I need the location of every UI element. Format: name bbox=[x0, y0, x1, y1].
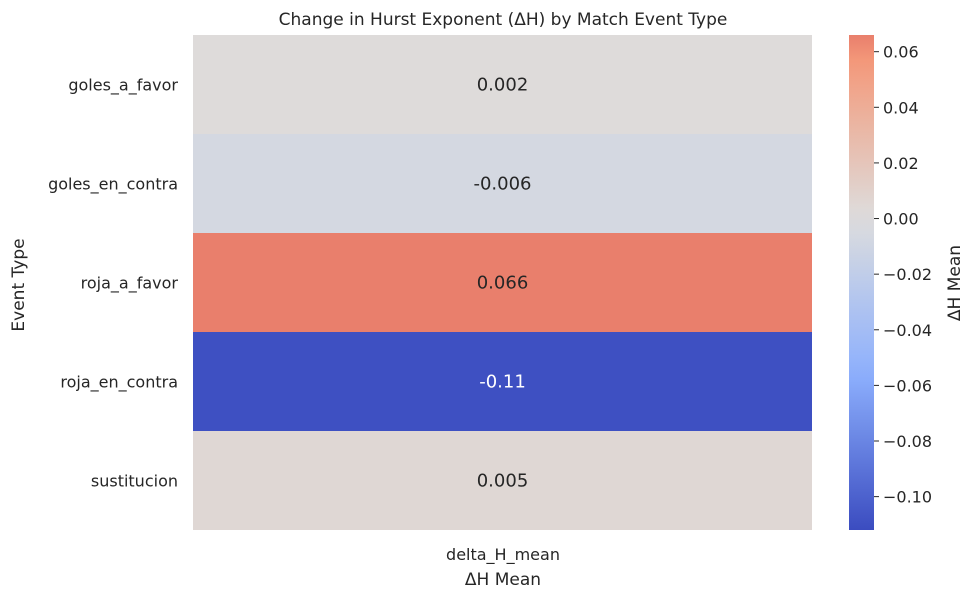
colorbar-tick-label: −0.06 bbox=[883, 376, 932, 395]
y-axis-label: Event Type bbox=[9, 238, 29, 331]
chart-title: Change in Hurst Exponent (ΔH) by Match E… bbox=[279, 10, 728, 30]
row-tick-label: roja_en_contra bbox=[60, 373, 178, 393]
column-tick-label: delta_H_mean bbox=[446, 545, 560, 565]
cell-annotation: 0.066 bbox=[477, 273, 529, 294]
heatmap-cell-goles-en-contra bbox=[193, 134, 812, 233]
heatmap-cell-goles-a-favor bbox=[193, 35, 812, 134]
row-tick-labels: goles_a_favor goles_en_contra roja_a_favor… bbox=[48, 76, 178, 491]
cell-annotation: -0.11 bbox=[479, 372, 526, 393]
heatmap-cell-roja-en-contra bbox=[193, 332, 812, 431]
colorbar-tick-label: 0.00 bbox=[883, 210, 919, 229]
row-tick-label: roja_a_favor bbox=[81, 274, 179, 294]
colorbar-tick-label: −0.04 bbox=[883, 321, 932, 340]
colorbar-tick-label: 0.06 bbox=[883, 43, 919, 62]
colorbar-ticks: 0.06 0.04 0.02 0.00 −0.02 −0.04 −0.06 −0.08 −0.1… bbox=[874, 43, 932, 507]
colorbar-tick-label: −0.10 bbox=[883, 488, 932, 507]
heatmap-cell-sustitucion bbox=[193, 431, 812, 530]
colorbar-tick-label: −0.02 bbox=[883, 265, 932, 284]
heatmap-cell-roja-a-favor bbox=[193, 233, 812, 332]
cell-annotations: 0.002 -0.006 0.066 -0.11 0.005 bbox=[473, 75, 531, 492]
row-tick-label: goles_en_contra bbox=[48, 175, 178, 195]
row-tick-label: goles_a_favor bbox=[68, 76, 178, 96]
colorbar-tick-label: 0.02 bbox=[883, 154, 919, 173]
cell-annotation: 0.005 bbox=[477, 471, 529, 492]
colorbar bbox=[849, 35, 874, 530]
x-axis-label: ΔH Mean bbox=[465, 570, 541, 590]
cell-annotation: 0.002 bbox=[477, 75, 529, 96]
heatmap-cells bbox=[193, 35, 812, 530]
colorbar-tick-label: −0.08 bbox=[883, 432, 932, 451]
cell-annotation: -0.006 bbox=[473, 174, 531, 195]
colorbar-tick-label: 0.04 bbox=[883, 98, 919, 117]
row-tick-label: sustitucion bbox=[91, 472, 178, 491]
colorbar-label: ΔH Mean bbox=[945, 245, 965, 321]
